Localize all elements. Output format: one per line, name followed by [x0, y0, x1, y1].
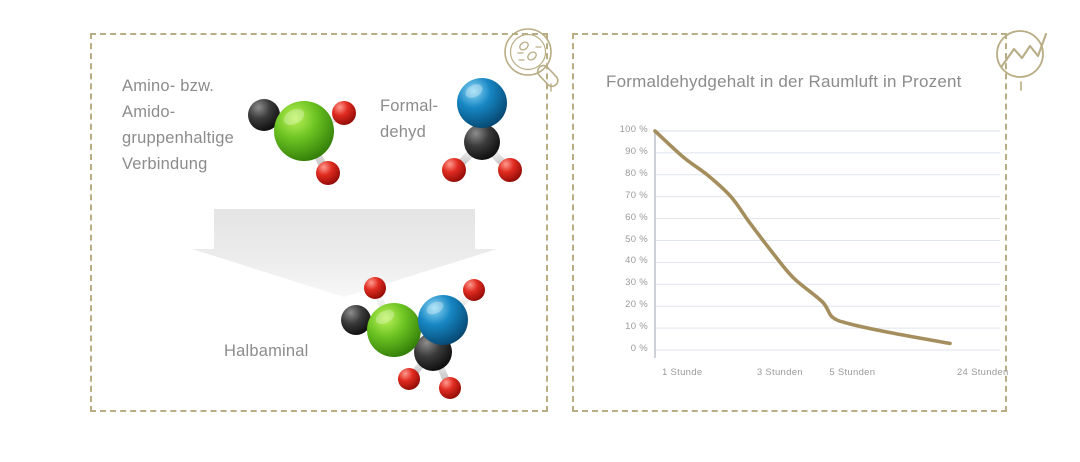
chart-y-tick-label: 50 % [625, 233, 648, 245]
chart-y-tick-label: 10 % [625, 321, 648, 333]
chart-y-tick-label: 40 % [625, 255, 648, 267]
reagent-label: Formal- dehyd [380, 97, 439, 141]
chart-y-tick-label: 100 % [619, 124, 648, 135]
chart-y-tick-label: 70 % [625, 189, 648, 201]
chart-y-tick-label: 90 % [625, 145, 648, 157]
reactant-label: Amino- bzw. Amido- gruppenhaltige Verbin… [122, 77, 234, 173]
amino-compound-molecule [236, 83, 368, 195]
chart-plot [653, 129, 1000, 358]
reaction-down-arrow-icon [192, 207, 497, 297]
chart-x-tick-label: 3 Stunden [756, 367, 803, 378]
chart-y-tick-label: 60 % [625, 211, 648, 223]
chart-title: Formaldehydgehalt in der Raumluft in Pro… [606, 72, 962, 91]
chart-y-tick-label: 0 % [630, 343, 648, 354]
line-chart: 100 % 90 % 80 % 70 % 60 % 50 % 40 % 30 % 20 % 10 … [600, 120, 1009, 385]
product-label: Halbaminal [224, 342, 309, 360]
chart-x-tick-label: 1 Stunde [662, 367, 703, 378]
chart-y-tick-label: 80 % [625, 167, 648, 179]
chart-y-tick-label: 20 % [625, 299, 648, 311]
chart-y-tick-label: 30 % [625, 277, 648, 289]
chart-panel [572, 33, 1007, 412]
chart-x-tick-label: 24 Stunden [956, 367, 1009, 378]
magnifier-molecules-icon [498, 22, 570, 94]
reaction-diagram-panel [90, 33, 548, 412]
trend-line-circle-icon [988, 22, 1060, 94]
hemiaminal-molecule [330, 272, 502, 407]
chart-x-tick-label: 5 Stunden [829, 367, 876, 378]
formaldehyde-molecule [432, 70, 536, 192]
chart-data-line [653, 129, 952, 346]
